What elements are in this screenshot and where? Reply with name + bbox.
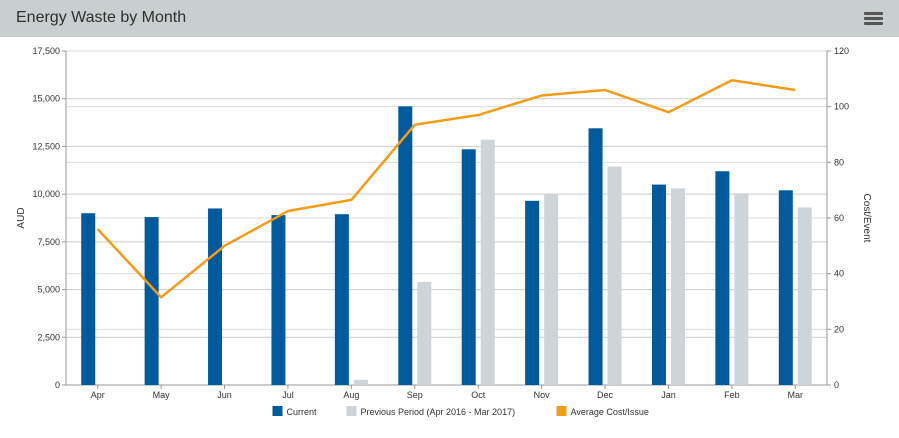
bar-current[interactable] xyxy=(208,208,223,385)
menu-line xyxy=(864,22,883,25)
y-right-tick-label: 0 xyxy=(834,380,839,390)
hamburger-menu-icon[interactable] xyxy=(864,12,883,26)
line-point-average-cost[interactable] xyxy=(412,122,418,128)
y-left-tick-label: 7,500 xyxy=(37,237,60,247)
bar-current[interactable] xyxy=(778,190,793,385)
y-right-tick-label: 20 xyxy=(834,324,844,334)
x-tick-label: Apr xyxy=(91,390,105,400)
bar-current[interactable] xyxy=(144,217,159,385)
y-left-axis-title: AUD xyxy=(16,207,27,228)
legend-average-label: Average Cost/Issue xyxy=(571,407,649,417)
x-tick-label: Jun xyxy=(217,390,232,400)
x-tick-label: Jan xyxy=(661,390,676,400)
bar-previous[interactable] xyxy=(670,188,685,385)
y-right-tick-label: 40 xyxy=(834,269,844,279)
chart-title: Energy Waste by Month xyxy=(16,9,187,26)
bar-current[interactable] xyxy=(525,200,540,385)
legend-previous-label: Previous Period (Apr 2016 - Mar 2017) xyxy=(361,407,516,417)
bar-previous[interactable] xyxy=(480,139,495,385)
y-left-tick-label: 15,000 xyxy=(32,94,60,104)
y-left-tick-label: 2,500 xyxy=(37,332,60,342)
y-right-tick-label: 100 xyxy=(834,102,849,112)
x-tick-label: Sep xyxy=(407,390,423,400)
line-point-average-cost[interactable] xyxy=(95,226,101,232)
line-point-average-cost[interactable] xyxy=(285,208,291,214)
x-tick-label: Mar xyxy=(788,390,804,400)
line-average-cost[interactable] xyxy=(96,78,796,299)
y-left-tick-label: 12,500 xyxy=(32,141,60,151)
legend-current-label: Current xyxy=(287,407,318,417)
bar-current[interactable] xyxy=(651,184,666,385)
line-point-average-cost[interactable] xyxy=(348,197,354,203)
x-tick-label: Jul xyxy=(282,390,294,400)
x-tick-label: Nov xyxy=(534,390,551,400)
panel-header: Energy Waste by Month xyxy=(0,0,899,37)
legend-average-swatch[interactable] xyxy=(556,406,567,416)
bar-previous[interactable] xyxy=(544,194,559,385)
line-point-average-cost[interactable] xyxy=(665,109,671,115)
bar-previous[interactable] xyxy=(734,193,749,385)
bar-current[interactable] xyxy=(398,106,413,385)
bar-current[interactable] xyxy=(334,214,349,385)
bar-current[interactable] xyxy=(715,171,730,385)
y-left-tick-label: 10,000 xyxy=(32,189,60,199)
line-point-average-cost[interactable] xyxy=(475,112,481,118)
line-point-average-cost[interactable] xyxy=(729,77,735,83)
x-tick-label: Feb xyxy=(724,390,740,400)
line-point-average-cost[interactable] xyxy=(792,87,798,93)
y-left-tick-label: 5,000 xyxy=(37,285,60,295)
bar-current[interactable] xyxy=(588,128,603,385)
y-right-axis-title: Cost/Event xyxy=(861,194,872,243)
bar-previous[interactable] xyxy=(607,166,622,385)
bar-previous[interactable] xyxy=(353,379,368,385)
line-point-average-cost[interactable] xyxy=(222,243,228,249)
bar-previous[interactable] xyxy=(417,281,432,385)
line-point-average-cost[interactable] xyxy=(539,93,545,99)
bar-previous[interactable] xyxy=(797,207,812,385)
x-tick-label: Dec xyxy=(597,390,614,400)
legend-previous-swatch[interactable] xyxy=(346,406,357,416)
menu-line xyxy=(864,12,883,15)
x-tick-label: Aug xyxy=(343,390,359,400)
bar-current[interactable] xyxy=(461,149,476,385)
line-point-average-cost[interactable] xyxy=(158,294,164,300)
y-right-tick-label: 80 xyxy=(834,157,844,167)
legend-current-swatch[interactable] xyxy=(272,406,283,416)
line-point-average-cost[interactable] xyxy=(602,87,608,93)
menu-line xyxy=(864,17,883,20)
x-tick-label: Oct xyxy=(471,390,486,400)
y-right-tick-label: 120 xyxy=(834,46,849,56)
y-left-tick-label: 17,500 xyxy=(32,46,60,56)
x-tick-label: May xyxy=(153,390,171,400)
bar-current[interactable] xyxy=(271,215,286,385)
bar-current[interactable] xyxy=(81,213,96,385)
y-right-tick-label: 60 xyxy=(834,213,844,223)
y-left-tick-label: 0 xyxy=(55,380,60,390)
